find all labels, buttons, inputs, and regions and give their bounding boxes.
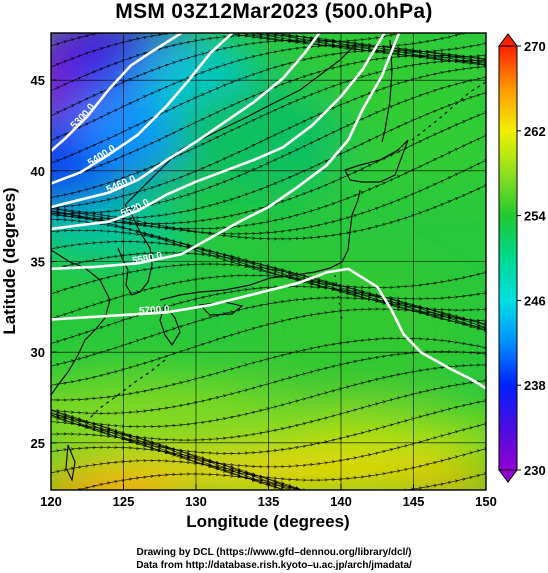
y-tick-label: 40 [31,164,45,179]
coast-kurils [411,81,486,141]
geopotential-contour [51,33,321,209]
geopotential-contour [51,33,183,152]
colorbar-tick-label: 270 [524,39,546,54]
x-axis-label: Longitude (degrees) [186,512,349,531]
plot-title: MSM 03Z12Mar2023 (500.0hPa) [115,0,433,23]
y-axis-label: Latitude (degrees) [0,187,19,334]
colorbar-tick-label: 254 [524,209,546,224]
geopotential-contour [51,267,486,390]
colorbar-ticks: 230 238 246 254 262 270 [517,39,546,478]
y-tick-label: 45 [31,73,45,88]
y-tick-label: 25 [31,436,45,451]
x-tick-label: 135 [258,494,280,509]
x-tick-label: 125 [113,494,135,509]
y-tick-label: 30 [31,345,45,360]
credit-drawing: Drawing by DCL (https://www.gfd–dennou.o… [136,547,412,558]
geopotential-contour [51,33,401,271]
coast-honshu [159,189,361,301]
colorbar-tick-label: 262 [524,124,546,139]
credit-data: Data from http://database.rish.kyoto–u.a… [136,560,412,571]
streamline [22,33,515,42]
colorbar-tick-label: 230 [524,463,546,478]
x-axis-ticks: 120 125 130 135 140 145 150 [40,484,497,509]
colorbar: 230 238 246 254 262 270 [498,33,546,483]
x-tick-label: 120 [40,494,62,509]
colorbar-lower-triangle [498,469,518,483]
colorbar-upper-triangle [498,33,518,47]
geopotential-contour [51,33,234,185]
x-tick-label: 130 [185,494,207,509]
coast-korea [117,204,153,296]
coast-hokkaido [344,139,409,183]
x-tick-label: 145 [403,494,425,509]
y-axis-ticks: 25 30 35 40 45 [31,73,57,451]
x-tick-label: 140 [330,494,352,509]
x-tick-label: 150 [475,494,497,509]
y-tick-label: 35 [31,255,45,270]
coast-sakhalin [381,39,393,143]
colorbar-tick-label: 246 [524,293,546,308]
geopotential-contour [51,33,386,231]
coast-kyushu [159,303,181,347]
coast-ryukyu [89,359,166,419]
credits: Drawing by DCL (https://www.gfd–dennou.o… [0,546,548,572]
coast-taiwan [65,444,76,482]
colorbar-bar [498,45,518,471]
colorbar-tick-label: 238 [524,378,546,393]
contour-label: 5700.0 [139,304,171,317]
coast-russia-east [124,44,356,206]
